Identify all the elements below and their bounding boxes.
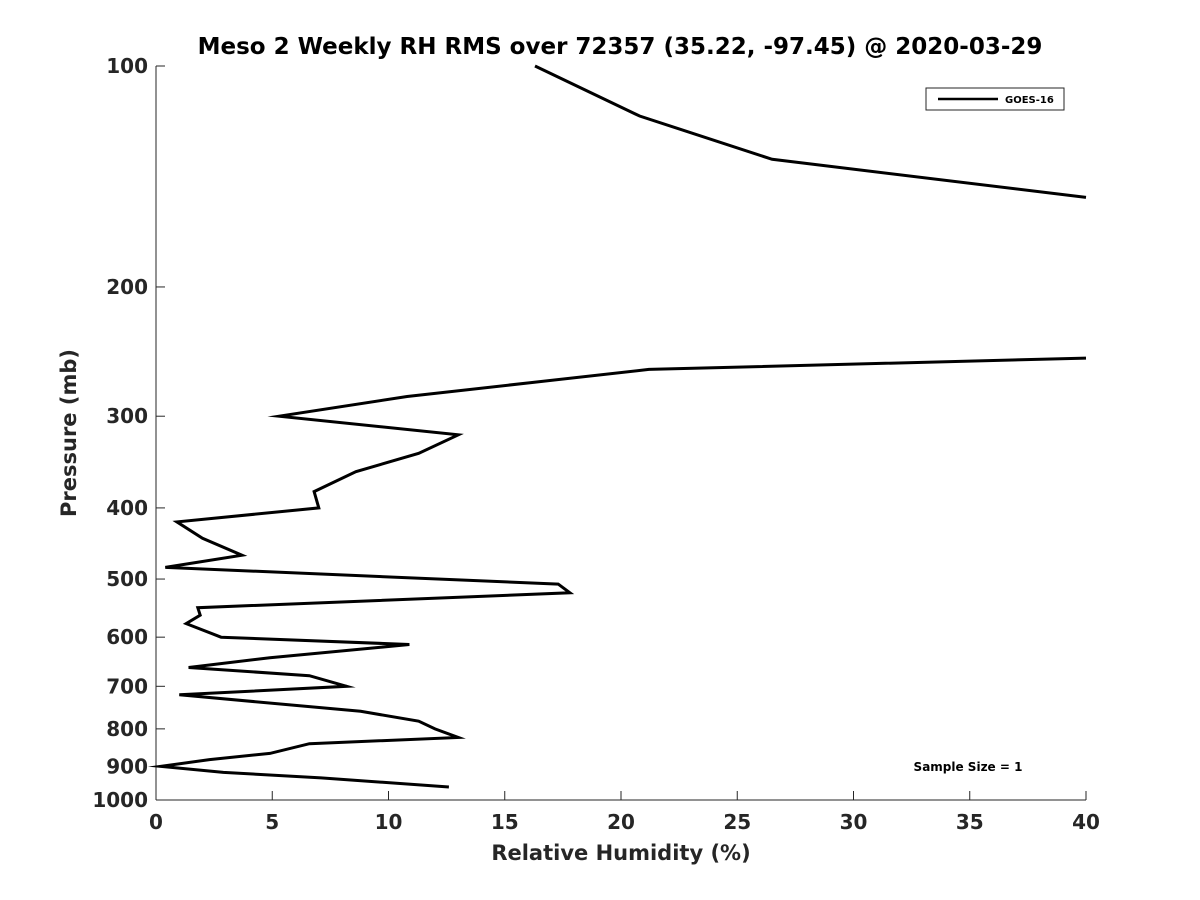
y-tick-label: 300 xyxy=(106,404,148,428)
y-tick-label: 1000 xyxy=(92,788,148,812)
series-group xyxy=(147,64,1087,789)
y-ticks: 100 200 300 400 500 600 700 800 900 1000 xyxy=(92,54,165,812)
x-tick-label: 10 xyxy=(375,810,403,834)
y-tick-label: 900 xyxy=(106,754,148,778)
x-tick-label: 40 xyxy=(1072,810,1100,834)
x-tick-label: 35 xyxy=(956,810,984,834)
sample-size-annotation: Sample Size = 1 xyxy=(914,760,1023,774)
chart-title: Meso 2 Weekly RH RMS over 72357 (35.22, … xyxy=(198,34,1043,60)
y-tick-label: 100 xyxy=(106,54,148,78)
x-tick-label: 25 xyxy=(723,810,751,834)
y-tick-label: 200 xyxy=(106,275,148,299)
x-tick-label: 20 xyxy=(607,810,635,834)
x-tick-label: 0 xyxy=(149,810,163,834)
y-tick-label: 600 xyxy=(106,625,148,649)
legend: GOES-16 xyxy=(925,87,1065,111)
x-tick-label: 15 xyxy=(491,810,519,834)
x-tick-label: 5 xyxy=(265,810,279,834)
y-axis-label: Pressure (mb) xyxy=(57,349,81,517)
x-tick-label: 30 xyxy=(840,810,868,834)
series-line xyxy=(147,356,1087,789)
x-axis-label: Relative Humidity (%) xyxy=(491,841,750,865)
y-tick-label: 800 xyxy=(106,717,148,741)
series-line xyxy=(534,64,1087,199)
x-ticks: 0 5 10 15 20 25 30 35 40 xyxy=(149,791,1100,834)
y-tick-label: 500 xyxy=(106,567,148,591)
y-tick-label: 700 xyxy=(106,674,148,698)
legend-label: GOES-16 xyxy=(1005,95,1054,106)
y-tick-label: 400 xyxy=(106,496,148,520)
